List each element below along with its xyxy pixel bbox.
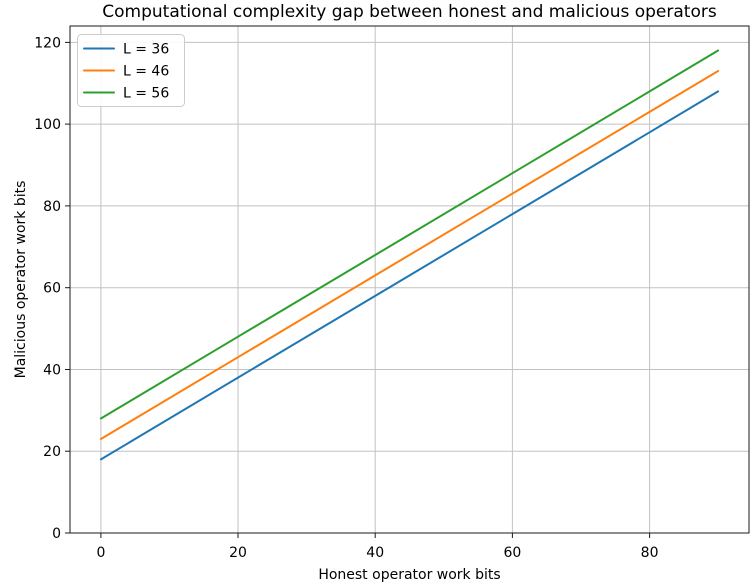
y-tick-label: 60	[43, 281, 61, 297]
x-tick-label: 40	[366, 545, 384, 561]
x-tick-label: 60	[503, 545, 521, 561]
x-tick-label: 20	[229, 545, 247, 561]
y-tick-label: 100	[34, 117, 61, 133]
chart-title: Computational complexity gap between hon…	[102, 2, 717, 22]
x-axis-label: Honest operator work bits	[318, 567, 500, 583]
legend-label-2: L = 56	[123, 86, 169, 102]
ticks: 0 20 40 60 80 0 20 40 60 80 100 120	[34, 35, 658, 561]
y-tick-label: 20	[43, 444, 61, 460]
y-tick-label: 40	[43, 363, 61, 379]
plot-border	[69, 25, 750, 534]
series-line-2	[99, 49, 720, 420]
y-tick-label: 0	[52, 526, 61, 542]
y-tick-label: 120	[34, 35, 61, 51]
x-tick-label: 0	[96, 545, 105, 561]
legend-label-0: L = 36	[123, 42, 169, 58]
legend-label-1: L = 46	[123, 64, 169, 80]
legend: L = 36 L = 46 L = 56	[77, 34, 185, 107]
legend-box	[77, 34, 185, 107]
y-axis-label: Malicious operator work bits	[13, 181, 29, 379]
x-tick-label: 80	[641, 545, 659, 561]
series-line-1	[99, 70, 720, 440]
series-group	[99, 49, 720, 461]
series-line-0	[99, 90, 720, 461]
y-tick-label: 80	[43, 199, 61, 215]
